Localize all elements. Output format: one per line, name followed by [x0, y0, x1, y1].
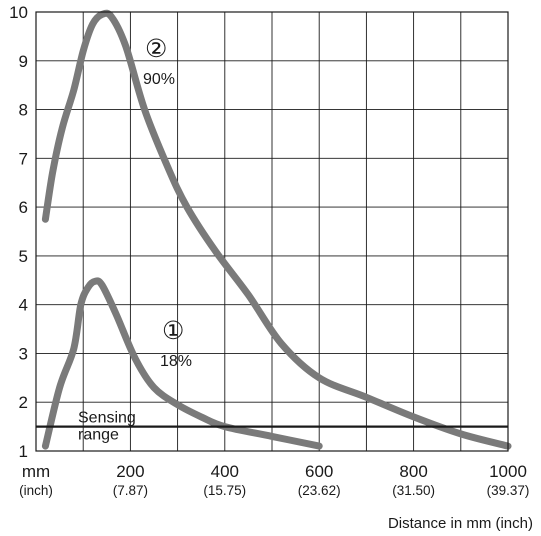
- y-tick-9: 9: [19, 52, 28, 71]
- y-tick-10: 10: [9, 3, 28, 22]
- series-1-label: 18%: [160, 353, 192, 370]
- series-2-marker: ②: [145, 35, 167, 63]
- y-tick-1: 1: [19, 442, 28, 461]
- x-tick-1000: 1000: [489, 462, 527, 481]
- y-tick-5: 5: [19, 247, 28, 266]
- y-tick-3: 3: [19, 344, 28, 363]
- y-tick-2: 2: [19, 393, 28, 412]
- y-tick-7: 7: [19, 149, 28, 168]
- series-1-marker: ①: [162, 317, 184, 345]
- x-tick-inch-400: (15.75): [203, 483, 246, 498]
- x-tick-inch-800: (31.50): [392, 483, 435, 498]
- sensing-range-label-line1: Sensing: [78, 410, 136, 427]
- plot-frame: [35, 11, 509, 452]
- series-2-label: 90%: [143, 71, 175, 88]
- grid: [35, 11, 509, 452]
- x-tick-600: 600: [305, 462, 333, 481]
- y-tick-4: 4: [19, 296, 28, 315]
- sensing-range-label-line2: range: [78, 427, 119, 444]
- x-axis-label: Distance in mm (inch): [388, 515, 533, 532]
- x-tick-800: 800: [399, 462, 427, 481]
- x-tick-400: 400: [211, 462, 239, 481]
- x-tick-200: 200: [116, 462, 144, 481]
- y-tick-8: 8: [19, 101, 28, 120]
- series-1-curve: [41, 277, 323, 450]
- annotations: Sensing range ① 18% ② 90%: [36, 35, 508, 444]
- x-tick-inch-200: (7.87): [113, 483, 148, 498]
- x-unit-inch: (inch): [19, 483, 53, 498]
- series-2-curve: [41, 9, 512, 450]
- x-tick-inch-600: (23.62): [298, 483, 341, 498]
- curves: [41, 9, 512, 450]
- x-tick-inch-1000: (39.37): [487, 483, 530, 498]
- y-tick-6: 6: [19, 198, 28, 217]
- x-unit-mm: mm: [22, 462, 50, 481]
- axis-ticks: mm (inch) 1 2 3 4 5 6 7 8 9 10 200 (7.87) 400 (15.75)…: [9, 3, 529, 498]
